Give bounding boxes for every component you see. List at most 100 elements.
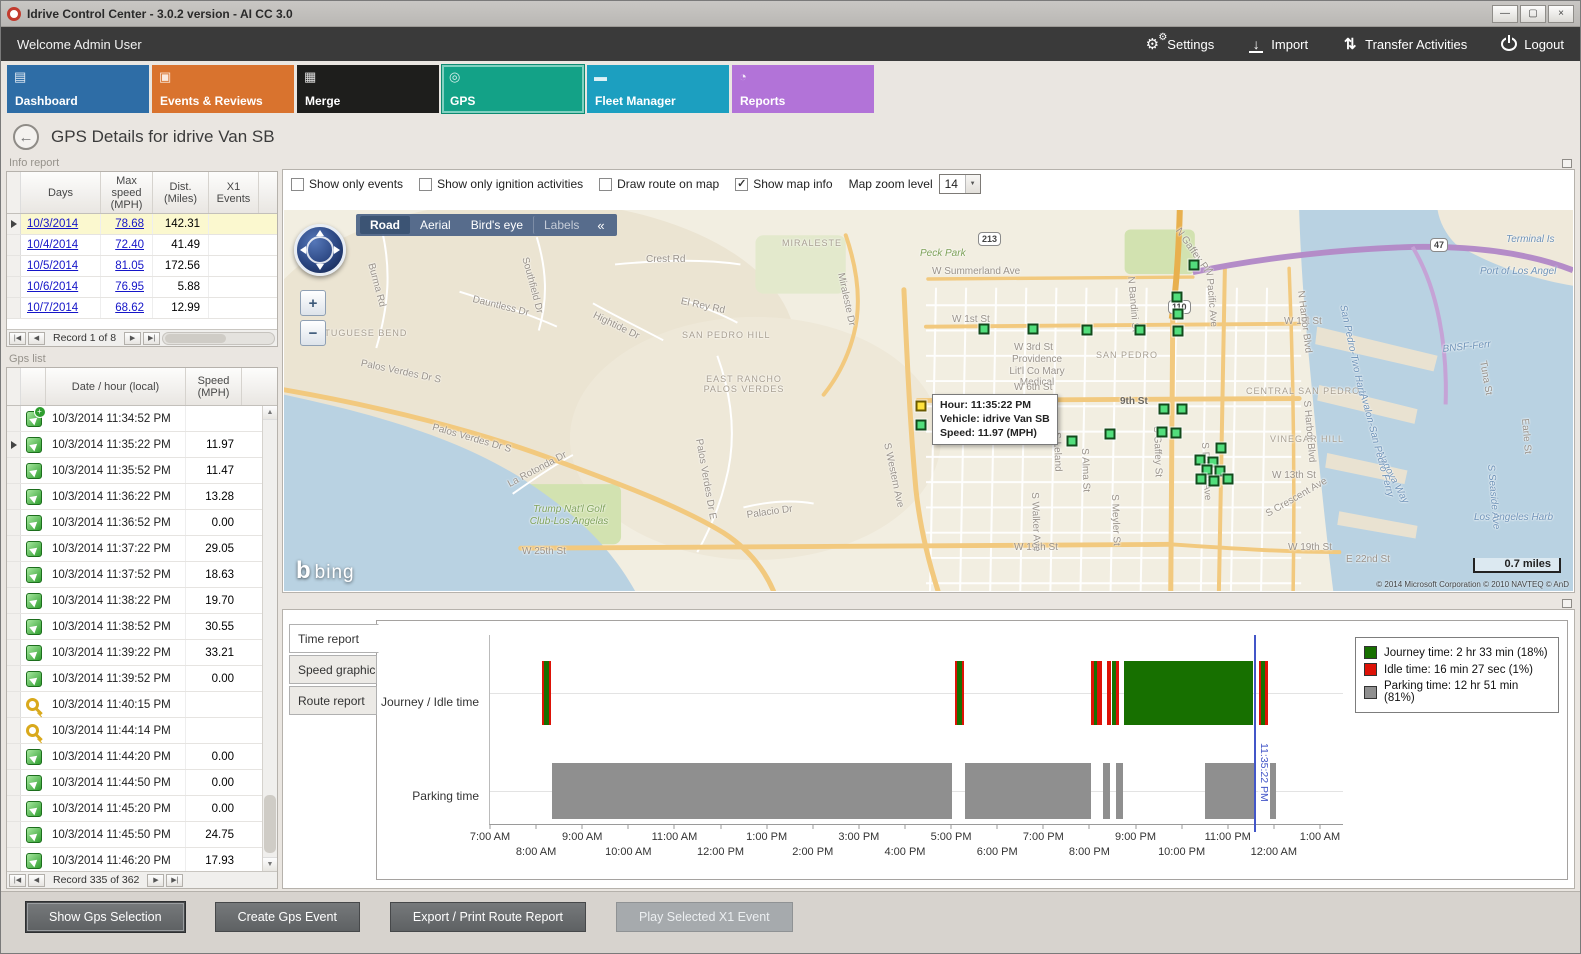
nav-tile[interactable]: ▤ Dashboard <box>7 65 149 113</box>
gps-marker[interactable] <box>1170 427 1182 439</box>
gps-list-row[interactable]: 10/3/2014 11:35:22 PM 11.97 <box>7 432 277 458</box>
map-style-button[interactable]: Road <box>360 216 410 234</box>
gps-marker[interactable] <box>1027 323 1039 335</box>
next-record-button[interactable]: ▶ <box>124 331 142 345</box>
nav-tile[interactable]: ▣ Events & Reviews <box>152 65 294 113</box>
chart-tab[interactable]: Time report <box>289 624 379 653</box>
gps-marker[interactable] <box>1194 454 1206 466</box>
gps-marker[interactable] <box>1176 403 1188 415</box>
gps-marker[interactable] <box>1081 324 1093 336</box>
info-report-row[interactable]: 10/7/2014 68.62 12.99 <box>7 298 277 319</box>
maximize-button[interactable]: ▢ <box>1520 4 1546 23</box>
gps-marker[interactable] <box>915 419 927 431</box>
gps-marker[interactable] <box>1208 475 1220 487</box>
footer-action-button[interactable]: Create Gps Event <box>214 902 360 932</box>
nav-tile[interactable]: ◔ Reports <box>732 65 874 113</box>
col-x1-events[interactable]: X1 Events <box>209 172 259 213</box>
gps-list-row[interactable]: 10/3/2014 11:37:52 PM 18.63 <box>7 562 277 588</box>
map-zoom-out-button[interactable]: − <box>300 320 326 346</box>
gps-marker[interactable] <box>1172 325 1184 337</box>
col-dist[interactable]: Dist. (Miles) <box>153 172 209 213</box>
map-canvas[interactable]: Miraleste Peck Park W Summerland Ave W 1st … <box>284 210 1573 591</box>
gps-marker[interactable] <box>1171 291 1183 303</box>
map-option-checkbox[interactable]: ✓ Draw route on map <box>599 177 719 191</box>
chart-tab[interactable]: Speed graphic <box>289 655 377 684</box>
chart-tab[interactable]: Route report <box>289 686 377 715</box>
info-report-row[interactable]: 10/4/2014 72.40 41.49 <box>7 235 277 256</box>
gps-marker[interactable] <box>1156 426 1168 438</box>
gps-marker[interactable] <box>1214 465 1226 477</box>
scroll-up-icon[interactable]: ▲ <box>263 406 277 420</box>
header-action-button[interactable]: ⇅ Transfer Activities <box>1342 36 1467 53</box>
gps-marker[interactable] <box>915 400 927 412</box>
first-record-button[interactable]: |◀ <box>9 331 26 345</box>
style-bar-collapse-icon[interactable]: « <box>597 217 605 233</box>
gps-marker[interactable] <box>1188 259 1200 271</box>
scroll-down-icon[interactable]: ▼ <box>263 857 277 871</box>
map-compass[interactable] <box>294 224 346 276</box>
nav-tile[interactable]: ◎ GPS <box>442 65 584 113</box>
header-action-button[interactable]: Logout <box>1501 36 1564 52</box>
gps-list-row[interactable]: 10/3/2014 11:38:52 PM 30.55 <box>7 614 277 640</box>
gps-marker[interactable] <box>1201 464 1213 476</box>
prev-record-button[interactable]: ◀ <box>28 331 45 345</box>
day-link[interactable]: 10/5/2014 <box>27 260 79 272</box>
gps-marker[interactable] <box>978 323 990 335</box>
gps-list-row[interactable]: 10/3/2014 11:44:14 PM <box>7 718 277 744</box>
max-speed-link[interactable]: 76.95 <box>115 281 144 293</box>
pan-south-icon[interactable] <box>316 264 324 270</box>
col-max-speed[interactable]: Max speed (MPH) <box>101 172 153 213</box>
checkbox-box[interactable]: ✓ <box>291 177 304 191</box>
pan-west-icon[interactable] <box>300 246 306 254</box>
gps-marker[interactable] <box>1222 473 1234 485</box>
map-style-button[interactable]: Bird's eye <box>470 218 523 232</box>
gps-list-row[interactable]: 10/3/2014 11:44:20 PM 0.00 <box>7 744 277 770</box>
max-speed-link[interactable]: 72.40 <box>115 239 144 251</box>
max-speed-link[interactable]: 81.05 <box>115 260 144 272</box>
map-zoom-select[interactable]: 14 ▼ <box>938 174 981 194</box>
col-date-hour[interactable]: Date / hour (local) <box>46 368 186 405</box>
horizontal-scrollbar[interactable] <box>162 331 275 345</box>
gps-marker[interactable] <box>1195 473 1207 485</box>
checkbox-box[interactable]: ✓ <box>419 177 433 191</box>
first-record-button[interactable]: |◀ <box>9 873 26 887</box>
close-button[interactable]: × <box>1548 4 1574 23</box>
gps-list-row[interactable]: 10/3/2014 11:45:50 PM 24.75 <box>7 822 277 848</box>
chart-panel-collapse-button[interactable] <box>1562 599 1572 608</box>
map-option-checkbox[interactable]: ✓ Show only events <box>291 177 403 191</box>
gps-list-row[interactable]: 10/3/2014 11:45:20 PM 0.00 <box>7 796 277 822</box>
max-speed-link[interactable]: 68.62 <box>115 302 144 314</box>
minimize-button[interactable]: — <box>1492 4 1518 23</box>
gps-list-row[interactable]: 10/3/2014 11:34:52 PM <box>7 405 277 432</box>
pan-north-icon[interactable] <box>316 230 324 236</box>
map-style-button[interactable]: Aerial <box>420 218 451 232</box>
footer-action-button[interactable]: Play Selected X1 Event <box>616 902 793 932</box>
info-report-row[interactable]: 10/5/2014 81.05 172.56 <box>7 256 277 277</box>
last-record-button[interactable]: ▶| <box>143 331 161 345</box>
pan-east-icon[interactable] <box>334 246 340 254</box>
gps-list-row[interactable]: 10/3/2014 11:37:22 PM 29.05 <box>7 536 277 562</box>
gps-marker[interactable] <box>1134 324 1146 336</box>
max-speed-link[interactable]: 78.68 <box>115 218 144 230</box>
gps-list-row[interactable]: 10/3/2014 11:39:22 PM 33.21 <box>7 640 277 666</box>
nav-tile[interactable]: ▦ Merge <box>297 65 439 113</box>
map-option-checkbox[interactable]: ✓ Show map info <box>735 177 833 191</box>
day-link[interactable]: 10/3/2014 <box>27 218 79 230</box>
gps-list-row[interactable]: 10/3/2014 11:44:50 PM 0.00 <box>7 770 277 796</box>
checkbox-box[interactable]: ✓ <box>735 177 749 191</box>
bing-logo[interactable]: b bing <box>296 557 355 584</box>
gps-list-row[interactable]: 10/3/2014 11:40:15 PM <box>7 692 277 718</box>
back-button[interactable]: ← <box>13 124 39 150</box>
vertical-scrollbar[interactable]: ▲ ▼ <box>262 406 277 871</box>
info-report-row[interactable]: 10/6/2014 76.95 5.88 <box>7 277 277 298</box>
col-speed[interactable]: Speed (MPH) <box>186 368 242 405</box>
gps-list-row[interactable]: 10/3/2014 11:38:22 PM 19.70 <box>7 588 277 614</box>
gps-list-row[interactable]: 10/3/2014 11:39:52 PM 0.00 <box>7 666 277 692</box>
gps-marker[interactable] <box>1066 435 1078 447</box>
gps-list-row[interactable]: 10/3/2014 11:35:52 PM 11.47 <box>7 458 277 484</box>
last-record-button[interactable]: ▶| <box>166 873 184 887</box>
day-link[interactable]: 10/6/2014 <box>27 281 79 293</box>
header-action-button[interactable]: ⚙ Settings <box>1144 32 1215 53</box>
gps-marker[interactable] <box>1215 442 1227 454</box>
gps-marker[interactable] <box>1172 308 1184 320</box>
